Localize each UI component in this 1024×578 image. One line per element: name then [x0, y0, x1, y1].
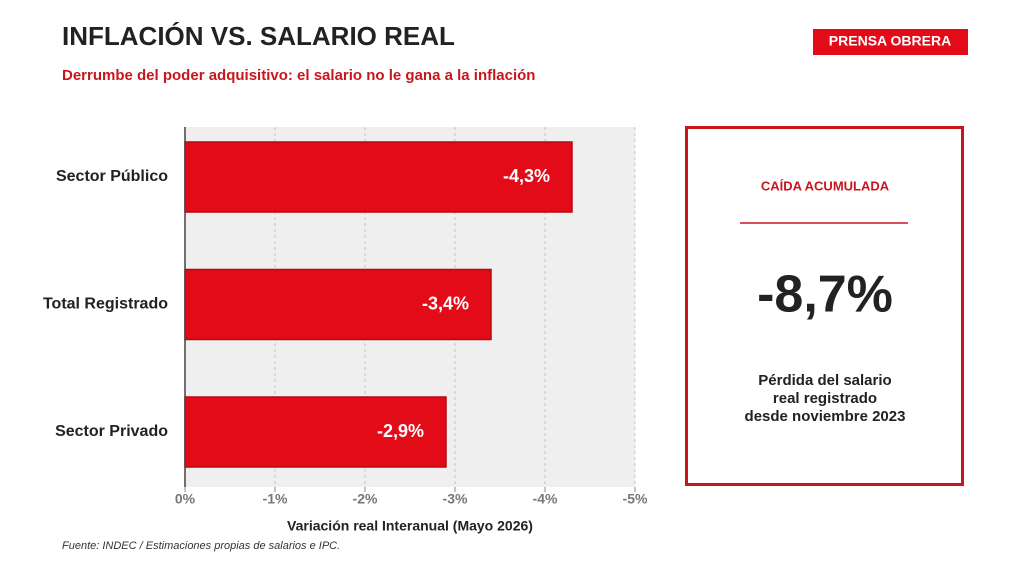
summary-panel — [685, 126, 964, 486]
value-label: -2,9% — [377, 421, 424, 441]
bar — [184, 268, 492, 341]
x-tick-label: -1% — [263, 491, 288, 507]
chart-subtitle: Derrumbe del poder adquisitivo: el salar… — [62, 67, 535, 84]
source: Fuente: INDEC / Estimaciones propias de … — [62, 540, 340, 552]
y-tick-label: Total Registrado — [43, 296, 168, 313]
x-tick-label: 0% — [175, 491, 196, 507]
x-tick-label: -5% — [623, 491, 648, 507]
bar — [184, 396, 447, 468]
y-tick-label: Sector Público — [56, 168, 168, 185]
panel-description: real registrado — [773, 390, 877, 407]
y-tick-label: Sector Privado — [55, 423, 168, 440]
x-tick-label: -3% — [443, 491, 468, 507]
brand-badge — [813, 29, 968, 55]
panel-heading: CAÍDA ACUMULADA — [761, 178, 890, 193]
x-tick-label: -4% — [533, 491, 558, 507]
x-tick-label: -2% — [353, 491, 378, 507]
value-label: -4,3% — [503, 166, 550, 186]
brand-name: PRENSA OBRERA — [829, 33, 951, 49]
bar — [184, 141, 573, 213]
panel-value: -8,7% — [757, 266, 893, 324]
panel-description: Pérdida del salario — [758, 372, 891, 389]
value-label: -3,4% — [422, 293, 469, 313]
panel-description: desde noviembre 2023 — [745, 408, 906, 425]
x-axis-title: Variación real Interanual (Mayo 2026) — [287, 518, 533, 534]
chart-title: INFLACIÓN VS. SALARIO REAL — [62, 21, 455, 51]
